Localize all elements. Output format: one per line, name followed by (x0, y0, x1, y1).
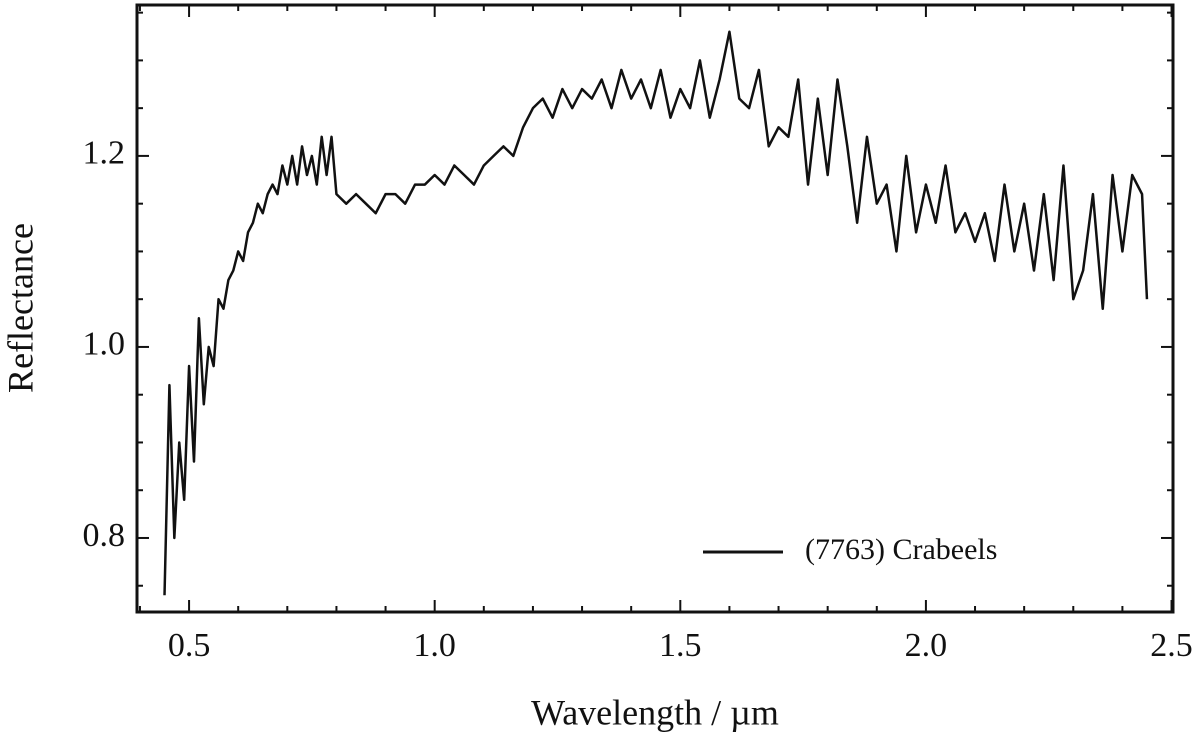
y-tick-label: 1.2 (83, 135, 126, 172)
y-tick-label: 0.8 (83, 517, 126, 554)
x-axis-label: Wavelength / µm (531, 692, 779, 732)
y-tick-label: 1.0 (83, 326, 126, 363)
legend-label: (7763) Crabeels (805, 533, 997, 566)
x-tick-label: 0.5 (168, 627, 211, 664)
plot-frame (135, 3, 1175, 614)
x-tick-label: 1.5 (659, 627, 702, 664)
x-tick-label: 2.5 (1150, 627, 1193, 664)
x-tick-label: 1.0 (413, 627, 456, 664)
spectrum-line (163, 30, 1149, 596)
y-axis-label: Reflectance (0, 223, 40, 393)
x-tick-label: 2.0 (905, 627, 948, 664)
